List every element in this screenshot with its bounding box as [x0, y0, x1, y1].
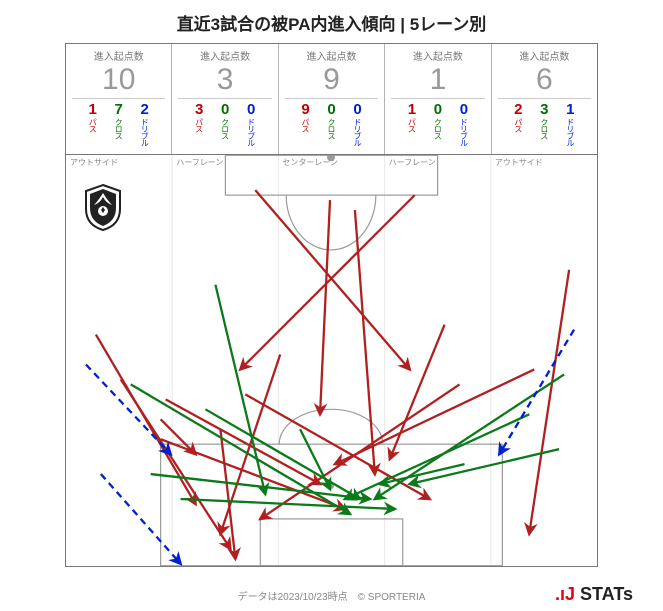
pass-count: 1パス [400, 102, 424, 146]
lane-total: 9 [281, 63, 382, 96]
lane-total: 1 [387, 63, 488, 96]
lane-4: 進入起点数62パス3クロス1ドリブル [492, 44, 597, 154]
pass-count: 3パス [187, 102, 211, 146]
dribble-count: 2ドリブル [133, 102, 157, 146]
lane-3: 進入起点数11パス0クロス0ドリブル [385, 44, 491, 154]
dribble-count: 1ドリブル [558, 102, 582, 146]
dribble-count: 0ドリブル [452, 102, 476, 146]
lane-1: 進入起点数33パス0クロス0ドリブル [172, 44, 278, 154]
lane-breakdown: 9パス0クロス0ドリブル [285, 98, 378, 146]
pass-count: 1パス [81, 102, 105, 146]
cross-count: 0クロス [426, 102, 450, 146]
lane-total: 3 [174, 63, 275, 96]
lane-0: 進入起点数101パス7クロス2ドリブル [66, 44, 172, 154]
lane-total: 6 [494, 63, 595, 96]
pass-arrow [335, 369, 534, 464]
cross-count: 3クロス [532, 102, 556, 146]
lane-label: 進入起点数 [68, 48, 169, 63]
lane-label: 進入起点数 [174, 48, 275, 63]
pass-count: 2パス [506, 102, 530, 146]
jstats-logo: .ıJ STATs [555, 584, 633, 605]
pitch-area: アウトサイドハーフレーンセンターレーンハーフレーンアウトサイド [65, 155, 598, 567]
chart-container: 直近3試合の被PA内進入傾向 | 5レーン別 進入起点数101パス7クロス2ドリ… [0, 0, 663, 611]
chart-title: 直近3試合の被PA内進入傾向 | 5レーン別 [0, 0, 663, 43]
pass-arrow [320, 200, 330, 414]
team-crest-icon [82, 183, 124, 231]
pass-arrow [529, 270, 569, 534]
lane-label: 進入起点数 [387, 48, 488, 63]
lane-label: 進入起点数 [494, 48, 595, 63]
lane-breakdown: 2パス3クロス1ドリブル [498, 98, 591, 146]
lane-header-row: 進入起点数101パス7クロス2ドリブル進入起点数33パス0クロス0ドリブル進入起… [65, 43, 598, 155]
pass-arrow [355, 210, 375, 474]
logo-j: J [565, 584, 575, 604]
dribble-count: 0ドリブル [239, 102, 263, 146]
pass-count: 9パス [294, 102, 318, 146]
pass-arrow [390, 325, 445, 459]
pitch-svg [66, 155, 597, 566]
cross-count: 0クロス [320, 102, 344, 146]
dribble-arrow [101, 474, 181, 564]
logo-stats: STATs [575, 584, 633, 604]
dribble-count: 0ドリブル [346, 102, 370, 146]
lane-label: 進入起点数 [281, 48, 382, 63]
cross-count: 0クロス [213, 102, 237, 146]
lane-breakdown: 3パス0クロス0ドリブル [178, 98, 271, 146]
lane-2: 進入起点数99パス0クロス0ドリブル [279, 44, 385, 154]
footer-text: データは2023/10/23時点 © SPORTERIA [238, 588, 426, 603]
cross-count: 7クロス [107, 102, 131, 146]
lane-breakdown: 1パス0クロス0ドリブル [391, 98, 484, 146]
lane-total: 10 [68, 63, 169, 96]
dribble-arrow [499, 330, 574, 455]
lane-breakdown: 1パス7クロス2ドリブル [72, 98, 165, 146]
